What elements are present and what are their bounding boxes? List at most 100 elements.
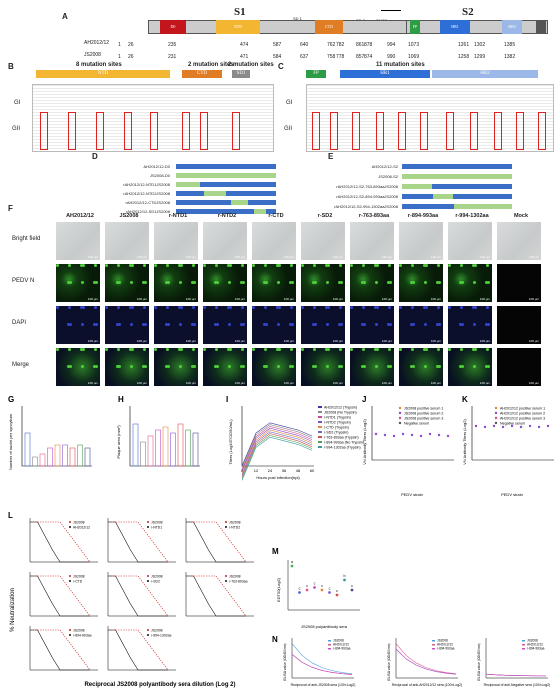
l-js2008-curve <box>30 575 91 617</box>
cell-spot <box>314 365 317 368</box>
cell-spot <box>312 281 315 284</box>
cell-spot <box>118 323 121 326</box>
mutation-site-box <box>68 112 76 150</box>
f-scale-label: 100 μm <box>528 339 539 343</box>
position-number: 1261 <box>458 42 470 48</box>
position-number: 231 <box>168 54 177 60</box>
sd1-label: SD 1 <box>293 16 302 21</box>
d-swapped-segment <box>254 209 266 214</box>
l-strain-curve <box>186 521 246 563</box>
mutation-site-box <box>352 112 360 150</box>
i-xtick: 48 <box>296 468 301 473</box>
cell-spot <box>438 281 441 284</box>
cell-spot <box>291 323 294 326</box>
j-legend-label: Negative serum <box>404 422 429 426</box>
cell-spot <box>252 264 255 267</box>
f-scale-label: 100 μm <box>430 381 441 385</box>
position-number: 235 <box>168 42 177 48</box>
cell-spot <box>326 323 329 326</box>
n-series-line <box>395 648 457 675</box>
cell-spot <box>165 365 168 368</box>
cell-spot <box>82 264 85 267</box>
cell-spot <box>215 306 218 309</box>
d-construct-label: rAH2012/12-NTD2JS2008 <box>123 191 170 196</box>
c-alignment <box>306 84 554 152</box>
i-series-line <box>241 427 313 472</box>
d0-domain: D0 <box>160 20 186 34</box>
l-subplot-axes <box>107 518 176 563</box>
cell-spot <box>487 281 490 284</box>
n-ylabel: ELISA value (OD450nm) <box>477 643 481 680</box>
f-scale-label: 100 μm <box>332 381 343 385</box>
position-number: 1302 <box>474 42 486 48</box>
f-scale-label: 100 μm <box>528 297 539 301</box>
l-legend-label: JS2008 <box>73 575 85 579</box>
cell-spot <box>191 323 194 326</box>
l-js2008-curve <box>30 521 91 563</box>
cell-spot <box>227 264 230 267</box>
l-legend-label: JS2008 <box>229 521 241 525</box>
cell-spot <box>263 281 266 284</box>
f-micrograph: 100 μm <box>154 306 198 344</box>
cell-spot <box>80 348 83 351</box>
cell-spot <box>460 264 463 267</box>
position-number: 1073 <box>408 42 420 48</box>
cell-spot <box>437 264 440 267</box>
n-legend-label: r-894-993aa <box>333 647 351 651</box>
l-legend-label: r-763-893aa <box>229 580 248 584</box>
h-bar <box>132 423 139 467</box>
h-bar <box>192 432 199 467</box>
n-axes <box>395 638 458 679</box>
i-ylabel: Titers (Log10TCID50/mL) <box>228 419 233 465</box>
cell-spot <box>350 306 353 309</box>
position-number: 26 <box>128 54 134 60</box>
l-strain-curve <box>108 629 168 671</box>
e-swapped-segment <box>402 184 432 189</box>
j-point <box>428 432 432 436</box>
cell-spot <box>388 306 391 309</box>
cell-spot <box>278 306 281 309</box>
e-construct-label: JS2008-S2 <box>378 174 398 179</box>
f-column-label: r-SD2 <box>317 213 333 219</box>
f-column-label: AH2012/12 <box>66 213 94 219</box>
f-column-label: r-763-893aa <box>358 213 390 219</box>
f-scale-label: 100 μm <box>136 381 147 385</box>
f-scale-label: 100 μm <box>528 381 539 385</box>
cell-spot <box>143 348 146 351</box>
cell-spot <box>116 281 119 284</box>
position-number: 637 <box>300 54 309 60</box>
panel-m-letter: M <box>272 547 279 556</box>
cell-spot <box>105 306 108 309</box>
j-point <box>383 433 387 437</box>
f-scale-label: 100 μm <box>185 297 196 301</box>
j-point <box>392 434 396 438</box>
cell-spot <box>313 264 316 267</box>
cell-spot <box>339 348 342 351</box>
cell-spot <box>459 281 462 284</box>
l-js2008-curve <box>186 575 247 617</box>
cell-spot <box>178 306 181 309</box>
e-construct-label: rAH2012/12-S2-994-1302aaJS2008 <box>334 204 398 209</box>
k-point <box>528 424 532 428</box>
cell-spot <box>388 348 391 351</box>
i-series-line <box>241 433 313 477</box>
cell-spot <box>290 348 293 351</box>
l-subplot-axes <box>107 572 176 617</box>
f-micrograph: 100 μm <box>56 264 100 302</box>
f-column-label: r-NTD1 <box>168 213 188 219</box>
s2-bar <box>406 20 548 34</box>
n-legend-swatch <box>432 640 435 642</box>
f-micrograph: 100 μm <box>448 222 492 260</box>
cell-spot <box>399 306 402 309</box>
n-series-line <box>291 654 353 675</box>
cell-spot <box>374 348 377 351</box>
l-strain-curve <box>108 521 168 563</box>
f-row-label: Merge <box>12 362 30 368</box>
f-scale-label: 100 μm <box>479 381 490 385</box>
cell-spot <box>399 348 402 351</box>
cell-spot <box>180 306 183 309</box>
d-construct-label: rAH2012/12-CTDJS2008 <box>125 200 170 205</box>
cell-spot <box>81 365 84 368</box>
f-micrograph: 100 μm <box>301 348 345 386</box>
h-bar <box>140 441 146 467</box>
